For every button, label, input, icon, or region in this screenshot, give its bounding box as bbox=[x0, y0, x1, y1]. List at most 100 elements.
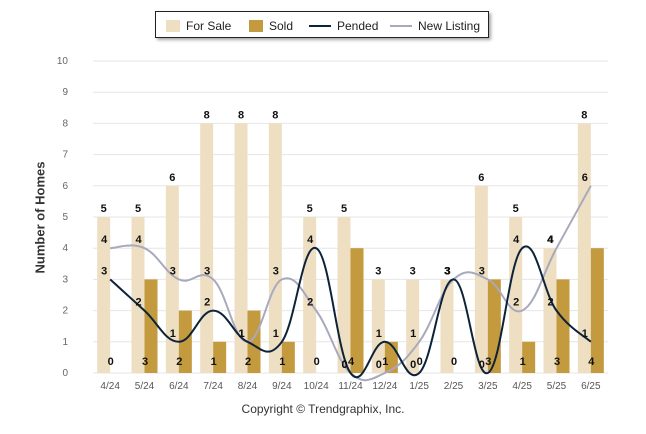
sold-bar bbox=[350, 248, 364, 373]
new-listing-data-label: 3 bbox=[273, 265, 279, 277]
new-listing-data-label: 4 bbox=[135, 234, 142, 246]
pended-data-label: 1 bbox=[170, 328, 176, 340]
legend-for-sale-swatch bbox=[166, 20, 180, 32]
copyright-footer: Copyright © Trendgraphix, Inc. bbox=[241, 402, 405, 416]
for-sale-data-label: 5 bbox=[341, 203, 347, 215]
for-sale-bar bbox=[165, 185, 179, 373]
sold-data-label: 2 bbox=[245, 356, 251, 368]
legend-sold-label[interactable]: Sold bbox=[269, 19, 294, 33]
sold-data-label: 3 bbox=[142, 356, 148, 368]
sold-data-label: 4 bbox=[348, 356, 355, 368]
new-listing-data-label: 3 bbox=[444, 265, 450, 277]
legend-pended-swatch bbox=[309, 25, 331, 27]
pended-data-label: 3 bbox=[444, 265, 450, 277]
sold-data-label: 1 bbox=[520, 356, 526, 368]
pended-data-label: 0 bbox=[341, 359, 347, 371]
pended-data-label: 0 bbox=[410, 359, 416, 371]
legend-pended-label[interactable]: Pended bbox=[337, 19, 379, 33]
sold-data-label: 1 bbox=[382, 356, 388, 368]
sold-bar bbox=[247, 310, 261, 373]
sold-data-label: 1 bbox=[279, 356, 285, 368]
x-tick-label: 10/24 bbox=[304, 381, 329, 392]
sold-data-label: 2 bbox=[176, 356, 182, 368]
pended-data-label: 1 bbox=[376, 328, 382, 340]
pended-data-label: 1 bbox=[582, 328, 588, 340]
for-sale-bar bbox=[200, 123, 214, 374]
sold-data-label: 3 bbox=[485, 356, 491, 368]
for-sale-data-label: 5 bbox=[307, 203, 313, 215]
new-listing-data-label: 4 bbox=[101, 234, 108, 246]
y-tick-label: 6 bbox=[62, 181, 68, 192]
x-tick-label: 8/24 bbox=[238, 381, 258, 392]
new-listing-data-label: 1 bbox=[410, 328, 416, 340]
y-tick-label: 7 bbox=[62, 150, 68, 161]
x-tick-label: 3/25 bbox=[478, 381, 498, 392]
x-tick-label: 1/25 bbox=[409, 381, 429, 392]
x-tick-label: 7/24 bbox=[203, 381, 223, 392]
pended-data-label: 2 bbox=[547, 297, 553, 309]
sold-data-label: 3 bbox=[554, 356, 560, 368]
x-tick-label: 4/25 bbox=[512, 381, 532, 392]
for-sale-bar bbox=[303, 217, 317, 373]
y-tick-label: 1 bbox=[62, 337, 68, 348]
sold-data-label: 0 bbox=[314, 356, 320, 368]
for-sale-bar bbox=[234, 123, 248, 374]
y-tick-label: 0 bbox=[62, 368, 68, 379]
sold-data-label: 0 bbox=[417, 356, 423, 368]
new-listing-data-label: 4 bbox=[547, 234, 554, 246]
for-sale-bar bbox=[131, 217, 145, 373]
x-tick-label: 5/24 bbox=[135, 381, 155, 392]
pended-data-label: 1 bbox=[238, 328, 244, 340]
new-listing-data-label: 3 bbox=[204, 265, 210, 277]
pended-data-label: 3 bbox=[101, 265, 107, 277]
y-tick-label: 5 bbox=[62, 212, 68, 223]
pended-data-label: 1 bbox=[273, 328, 279, 340]
for-sale-data-label: 5 bbox=[513, 203, 519, 215]
x-tick-label: 9/24 bbox=[272, 381, 292, 392]
new-listing-data-label: 1 bbox=[238, 328, 244, 340]
new-listing-data-label: 0 bbox=[341, 359, 347, 371]
sold-bar bbox=[556, 279, 570, 373]
y-tick-label: 10 bbox=[57, 56, 69, 67]
for-sale-bar bbox=[543, 248, 557, 373]
for-sale-data-label: 3 bbox=[444, 265, 450, 277]
sold-data-label: 0 bbox=[451, 356, 457, 368]
new-listing-data-label: 2 bbox=[513, 297, 519, 309]
new-listing-data-label: 6 bbox=[582, 172, 588, 184]
legend: For Sale Sold Pended New Listing bbox=[155, 11, 489, 38]
for-sale-bar bbox=[577, 123, 591, 374]
pended-data-label: 2 bbox=[204, 297, 210, 309]
y-axis-title: Number of Homes bbox=[32, 161, 48, 274]
for-sale-data-label: 3 bbox=[410, 265, 416, 277]
for-sale-data-label: 5 bbox=[135, 203, 141, 215]
for-sale-data-label: 8 bbox=[204, 109, 210, 121]
new-listing-data-label: 3 bbox=[170, 265, 176, 277]
sold-bar bbox=[213, 341, 227, 373]
for-sale-data-label: 4 bbox=[547, 234, 554, 246]
x-tick-label: 5/25 bbox=[547, 381, 567, 392]
y-tick-label: 3 bbox=[62, 274, 68, 285]
new-listing-data-label: 3 bbox=[479, 265, 485, 277]
pended-data-label: 2 bbox=[135, 297, 141, 309]
sold-bar bbox=[281, 341, 295, 373]
for-sale-data-label: 5 bbox=[101, 203, 107, 215]
pended-data-label: 0 bbox=[479, 359, 485, 371]
for-sale-bar bbox=[337, 217, 351, 373]
for-sale-data-label: 6 bbox=[478, 172, 484, 184]
sold-bar bbox=[178, 310, 192, 373]
for-sale-bar bbox=[474, 185, 488, 373]
sold-data-label: 4 bbox=[588, 356, 595, 368]
legend-new-listing-label[interactable]: New Listing bbox=[418, 19, 481, 33]
for-sale-data-label: 3 bbox=[375, 265, 381, 277]
new-listing-data-label: 0 bbox=[376, 359, 382, 371]
for-sale-data-label: 8 bbox=[238, 109, 244, 121]
legend-for-sale-label[interactable]: For Sale bbox=[186, 19, 232, 33]
for-sale-bar bbox=[440, 279, 454, 373]
x-tick-label: 2/25 bbox=[444, 381, 464, 392]
for-sale-data-label: 6 bbox=[169, 172, 175, 184]
y-tick-label: 9 bbox=[62, 87, 68, 98]
legend-new-listing-swatch bbox=[390, 25, 412, 27]
for-sale-bar bbox=[97, 217, 111, 373]
pended-data-label: 4 bbox=[513, 234, 520, 246]
